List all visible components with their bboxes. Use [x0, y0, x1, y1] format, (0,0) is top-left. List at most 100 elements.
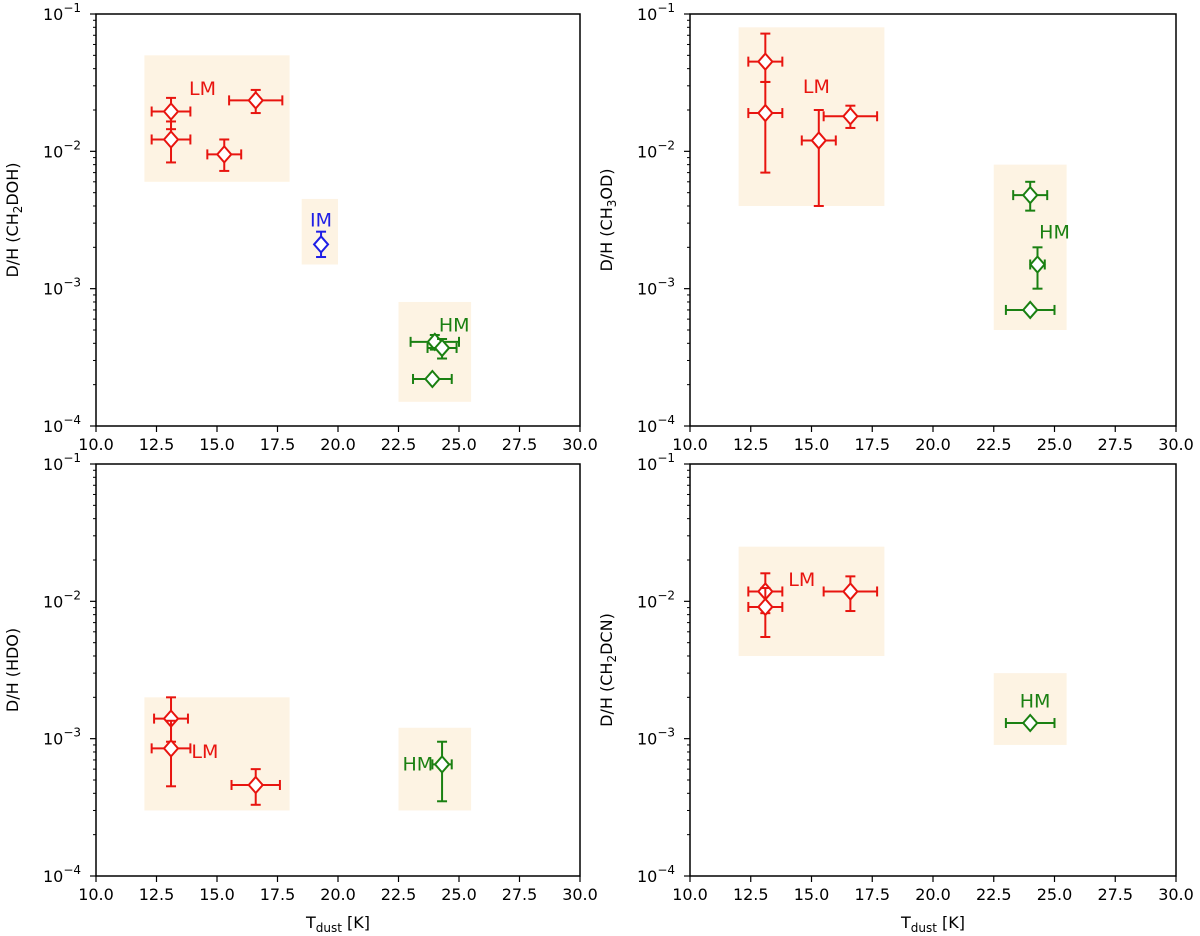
y-tick-base: 10 [637, 730, 657, 749]
y-label-post: OD) [597, 168, 616, 199]
y-label-main: D/H (HDO) [3, 628, 22, 712]
axes-frame [689, 463, 1177, 877]
diamond-marker [1029, 254, 1046, 275]
group-label-lm: LM [803, 76, 830, 98]
group-label-lm: LM [189, 78, 216, 100]
y-label-post: DCN) [597, 613, 616, 655]
y-axis-label: D/H (HDO) [3, 628, 22, 712]
y-tick-base: 10 [43, 867, 63, 886]
x-tick-label: 10.0 [672, 885, 708, 904]
data-point-hm [431, 740, 453, 803]
y-tick-exp: −1 [63, 1, 81, 15]
region-lm [738, 546, 885, 656]
group-label-im: IM [310, 209, 332, 231]
x-tick-label: 12.5 [139, 885, 175, 904]
diamond-marker [215, 144, 233, 164]
data-point-lm [822, 104, 879, 129]
x-tick-label: 15.0 [794, 885, 830, 904]
y-tick-base: 10 [637, 592, 657, 611]
data-point-lm [150, 120, 192, 164]
x-tick-label: 27.5 [1097, 885, 1133, 904]
y-tick-base: 10 [637, 5, 657, 24]
y-label-main: D/H (CH [3, 213, 22, 277]
y-tick-label: 10−1 [637, 1, 675, 24]
y-tick-exp: −3 [657, 726, 675, 740]
y-tick-base: 10 [43, 280, 63, 299]
x-tick-label: 22.5 [976, 885, 1012, 904]
group-label-hm: HM [1020, 690, 1051, 712]
y-label-sub: 3 [605, 200, 619, 208]
axes-frame [95, 13, 581, 427]
x-tick-label: 30.0 [562, 885, 598, 904]
data-point-hm [1012, 180, 1049, 212]
y-tick-exp: −2 [63, 588, 81, 602]
y-tick-exp: −1 [657, 451, 675, 465]
y-tick-exp: −4 [657, 863, 675, 877]
x-tick-label: 25.0 [1037, 885, 1073, 904]
y-tick-base: 10 [637, 142, 657, 161]
group-label-lm: LM [191, 741, 218, 763]
diamond-marker [842, 106, 859, 126]
x-tick-label: 22.5 [381, 435, 417, 454]
data-point-lm [747, 587, 784, 638]
diamond-marker [842, 581, 859, 601]
y-tick-base: 10 [43, 730, 63, 749]
y-tick-exp: −4 [63, 413, 81, 427]
x-tick-label: 12.5 [139, 435, 175, 454]
x-tick-label: 10.0 [672, 435, 708, 454]
data-point-lm [800, 108, 837, 207]
x-tick-label: 12.5 [733, 885, 769, 904]
x-tick-label: 12.5 [733, 435, 769, 454]
x-tick-label: 15.0 [199, 885, 235, 904]
x-label-main: T [900, 913, 911, 932]
y-tick-base: 10 [637, 417, 657, 436]
diamond-marker [433, 338, 451, 358]
y-label-sub: 2 [605, 655, 619, 663]
x-label-sub: dust [911, 921, 937, 935]
diamond-marker [162, 129, 180, 149]
y-tick-label: 10−4 [43, 413, 81, 436]
y-tick-base: 10 [637, 867, 657, 886]
x-tick-label: 27.5 [502, 885, 538, 904]
data-point-lm [747, 80, 784, 174]
x-tick-label: 25.0 [1037, 435, 1073, 454]
y-tick-label: 10−1 [43, 1, 81, 24]
x-tick-label: 25.0 [441, 885, 477, 904]
y-tick-label: 10−3 [43, 276, 81, 299]
y-tick-label: 10−2 [43, 588, 81, 611]
region-hm [993, 673, 1067, 745]
diamond-marker [247, 775, 265, 795]
y-tick-base: 10 [637, 280, 657, 299]
x-tick-label: 20.0 [320, 435, 356, 454]
y-label-main: D/H (CH [597, 663, 616, 727]
data-point-im [312, 230, 330, 259]
x-label-rest: [K] [937, 913, 965, 932]
y-tick-exp: −2 [657, 138, 675, 152]
y-tick-base: 10 [637, 455, 657, 474]
x-tick-label: 15.0 [199, 435, 235, 454]
y-tick-base: 10 [43, 5, 63, 24]
x-tick-label: 25.0 [441, 435, 477, 454]
data-point-lm [228, 88, 284, 115]
y-tick-exp: −2 [657, 588, 675, 602]
x-tick-label: 17.5 [854, 435, 890, 454]
diamond-marker [312, 234, 330, 254]
x-tick-label: 17.5 [854, 885, 890, 904]
y-tick-label: 10−3 [637, 276, 675, 299]
y-tick-label: 10−4 [637, 413, 675, 436]
y-tick-exp: −3 [63, 726, 81, 740]
diamond-marker [433, 754, 451, 774]
panel-ch2dcn: 10−110−210−310−410.0 12.5 15.0 17.5 20.0 22.5… [597, 451, 1194, 935]
x-axis-label: Tdust [K] [900, 913, 965, 935]
diamond-marker [810, 130, 828, 150]
diamond-marker [1021, 300, 1039, 320]
y-tick-label: 10−3 [43, 726, 81, 749]
diamond-marker [247, 90, 265, 110]
x-tick-label: 22.5 [976, 435, 1012, 454]
y-tick-base: 10 [43, 142, 63, 161]
x-label-rest: [K] [342, 913, 370, 932]
y-axis-label: D/H (CH2DCN) [597, 613, 619, 727]
data-point-hm [426, 338, 458, 360]
diamond-marker [424, 369, 441, 389]
x-tick-label: 17.5 [260, 885, 296, 904]
